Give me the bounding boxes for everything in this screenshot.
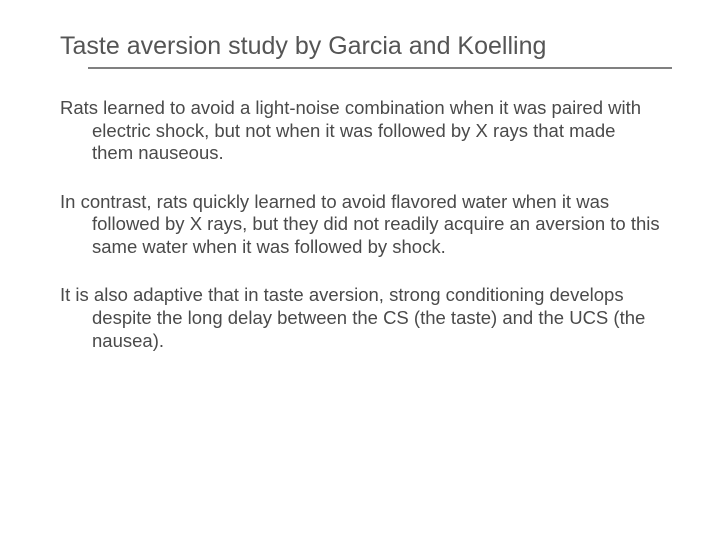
slide-container: Taste aversion study by Garcia and Koell…: [0, 0, 720, 540]
slide-title: Taste aversion study by Garcia and Koell…: [48, 32, 672, 61]
slide-body: Rats learned to avoid a light-noise comb…: [48, 97, 672, 352]
title-underline: [88, 67, 672, 69]
body-paragraph: Rats learned to avoid a light-noise comb…: [60, 97, 660, 165]
body-paragraph: It is also adaptive that in taste aversi…: [60, 284, 660, 352]
body-paragraph: In contrast, rats quickly learned to avo…: [60, 191, 660, 259]
